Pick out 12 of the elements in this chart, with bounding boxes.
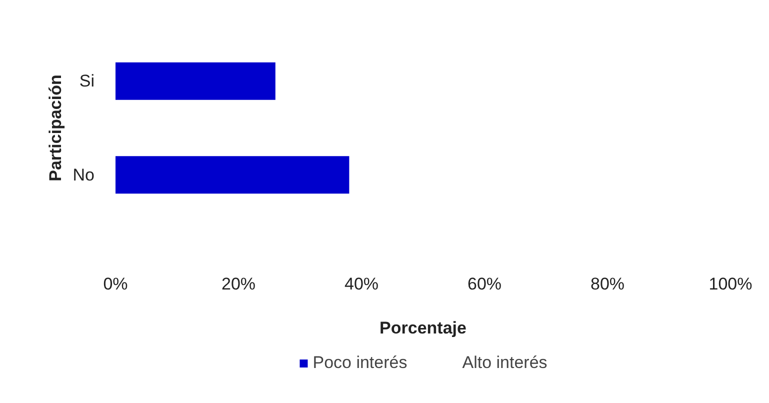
x-tick-label: 0% — [103, 274, 128, 294]
y-tick-label: No — [72, 165, 95, 184]
text: Alto interés — [462, 352, 548, 372]
y-axis-title: Participación — [46, 74, 65, 182]
x-tick-label: 60% — [467, 274, 502, 294]
x-tick-label: 80% — [590, 274, 625, 294]
x-tick-label: 40% — [344, 274, 379, 294]
legend-label: Poco interés — [312, 352, 408, 372]
x-tick-label: 20% — [221, 274, 256, 294]
x-tick-label: 100% — [708, 274, 752, 294]
x-axis-title: Porcentaje — [380, 318, 466, 338]
y-tick-label: Si — [79, 72, 95, 91]
